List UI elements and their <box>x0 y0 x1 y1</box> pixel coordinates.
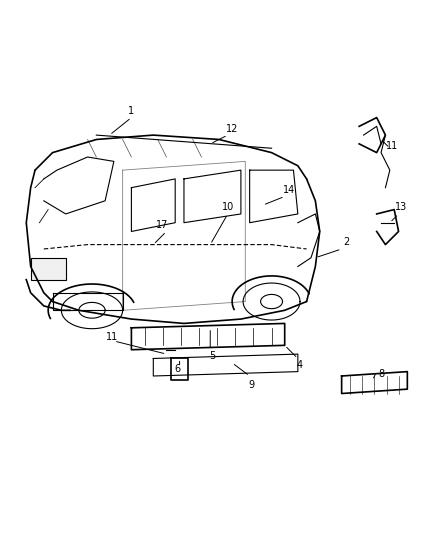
Text: 11: 11 <box>106 332 118 342</box>
Text: 11: 11 <box>386 141 398 151</box>
Text: 2: 2 <box>343 237 349 247</box>
Text: 4: 4 <box>297 360 303 370</box>
Text: 17: 17 <box>156 220 168 230</box>
Text: 10: 10 <box>222 203 234 212</box>
Text: 5: 5 <box>209 351 215 361</box>
Bar <box>31 258 66 280</box>
Text: 13: 13 <box>395 203 407 212</box>
Text: 14: 14 <box>283 185 295 195</box>
Text: 9: 9 <box>249 379 255 390</box>
Text: 12: 12 <box>226 124 238 134</box>
Text: 8: 8 <box>378 369 384 379</box>
Text: 6: 6 <box>174 365 180 374</box>
Text: 1: 1 <box>128 106 134 116</box>
